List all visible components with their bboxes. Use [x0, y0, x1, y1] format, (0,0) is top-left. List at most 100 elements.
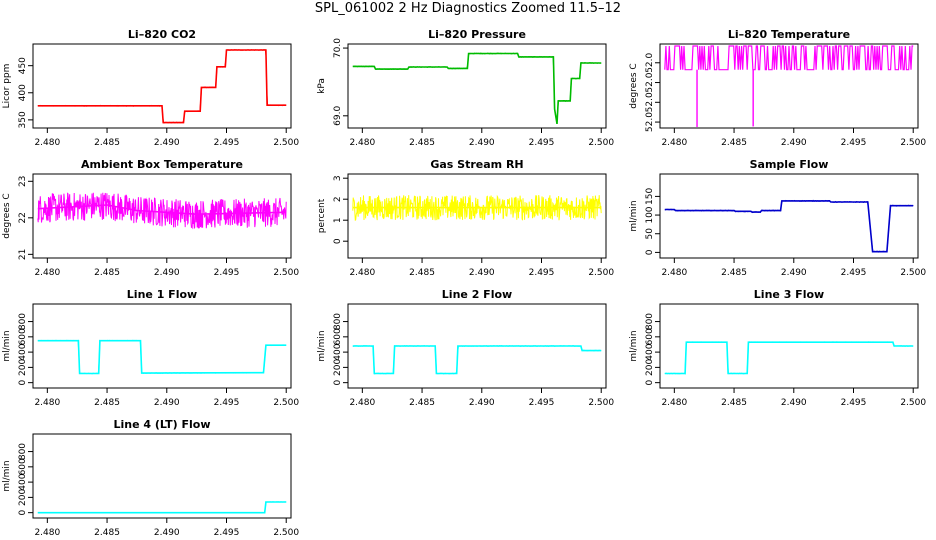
y-axis-label: Licor ppm — [2, 64, 12, 109]
y-tick-label: 2 — [333, 196, 343, 202]
data-step-line — [352, 345, 602, 375]
plot-frame — [659, 173, 919, 259]
y-tick-label: 450 — [18, 57, 28, 74]
y-axis-label: ml/min — [317, 330, 327, 361]
x-tick-label: 2.480 — [661, 398, 687, 408]
y-axis-label: degrees C — [629, 63, 639, 108]
data-step-line — [352, 52, 602, 125]
y-tick-label: 400 — [333, 343, 343, 360]
y-axis-label: ml/min — [2, 330, 12, 361]
data-step-line — [37, 501, 287, 514]
x-tick-label: 2.480 — [34, 138, 60, 148]
plot-data — [352, 52, 602, 125]
data-line — [37, 192, 287, 230]
y-tick-label: 400 — [645, 343, 655, 360]
x-tick-label: 2.500 — [588, 138, 614, 148]
panel-1: Li–820 CO2 Licor ppm 2.480 2.485 2.490 2.495 2… — [2, 28, 299, 148]
data-step-line — [37, 339, 287, 375]
x-tick-label: 2.490 — [469, 398, 495, 408]
x-tick-label: 2.485 — [721, 268, 747, 278]
y-tick-label: 52.0 — [645, 52, 655, 72]
panel-3: Li–820 Temperature degrees C 2.480 2.485 2.4… — [629, 28, 926, 148]
y-tick-label: 200 — [333, 359, 343, 376]
y-axis-label: ml/min — [629, 200, 639, 231]
y-tick-label: 600 — [333, 328, 343, 345]
plot-data — [664, 45, 914, 127]
y-tick-label: 400 — [18, 84, 28, 101]
x-tick-label: 2.495 — [214, 138, 240, 148]
figure-title: SPL_061002 2 Hz Diagnostics Zoomed 11.5–… — [314, 1, 622, 16]
x-tick-label: 2.480 — [34, 268, 60, 278]
y-tick-label: 800 — [18, 313, 28, 330]
panel-title: Gas Stream RH — [430, 158, 523, 171]
y-tick-label: 100 — [645, 206, 655, 223]
y-tick-label: 21 — [18, 249, 28, 260]
x-tick-label: 2.495 — [214, 398, 240, 408]
y-tick-label: 3 — [333, 175, 343, 181]
x-tick-label: 2.495 — [841, 398, 867, 408]
x-tick-label: 2.500 — [900, 268, 926, 278]
y-tick-label: 800 — [333, 313, 343, 330]
y-axis-label: ml/min — [629, 330, 639, 361]
x-tick-label: 2.480 — [661, 268, 687, 278]
plot-frame — [347, 303, 607, 389]
x-tick-label: 2.490 — [781, 398, 807, 408]
x-tick-label: 2.480 — [349, 398, 375, 408]
x-tick-label: 2.500 — [900, 398, 926, 408]
data-step-line — [37, 49, 287, 124]
panel-title: Li–820 CO2 — [128, 28, 196, 41]
x-tick-label: 2.490 — [154, 268, 180, 278]
data-line — [664, 45, 914, 71]
y-tick-label: 800 — [18, 443, 28, 460]
panel-title: Li–820 Temperature — [728, 28, 850, 41]
x-tick-label: 2.500 — [900, 138, 926, 148]
panel-title: Li–820 Pressure — [428, 28, 526, 41]
data-step-line — [37, 204, 287, 216]
plot-frame — [659, 43, 919, 129]
y-tick-label: 800 — [645, 313, 655, 330]
y-tick-label: 150 — [645, 188, 655, 205]
plot-frame — [32, 43, 292, 129]
plot-frame — [347, 43, 607, 129]
y-tick-label: 0 — [18, 380, 28, 386]
y-tick-label: 600 — [18, 458, 28, 475]
panel-5: Gas Stream RH percent 2.480 2.485 2.490 2.495… — [317, 158, 614, 278]
data-step-line — [664, 200, 914, 253]
panel-title: Line 2 Flow — [442, 288, 512, 301]
y-axis-label: kPa — [317, 78, 327, 94]
x-tick-label: 2.480 — [661, 138, 687, 148]
x-tick-label: 2.495 — [529, 398, 555, 408]
data-line — [352, 52, 602, 124]
panel-2: Li–820 Pressure kPa 2.480 2.485 2.490 2.495 2.… — [317, 28, 614, 148]
plot-frame — [659, 303, 919, 389]
x-tick-label: 2.480 — [34, 528, 60, 538]
x-tick-label: 2.485 — [94, 528, 120, 538]
x-tick-label: 2.500 — [273, 398, 299, 408]
y-tick-label: 600 — [645, 328, 655, 345]
x-tick-label: 2.490 — [154, 398, 180, 408]
x-tick-label: 2.485 — [94, 268, 120, 278]
x-tick-label: 2.480 — [34, 398, 60, 408]
y-tick-label: 52.0 — [645, 92, 655, 112]
x-tick-label: 2.500 — [588, 268, 614, 278]
y-tick-label: 400 — [18, 343, 28, 360]
x-tick-label: 2.485 — [409, 398, 435, 408]
panel-7: Line 1 Flow ml/min 2.480 2.485 2.490 2.495 2.5… — [2, 288, 299, 408]
x-tick-label: 2.490 — [154, 138, 180, 148]
x-tick-label: 2.480 — [349, 268, 375, 278]
x-tick-label: 2.495 — [529, 268, 555, 278]
data-line — [664, 199, 914, 253]
y-axis-label: percent — [317, 198, 327, 233]
x-tick-label: 2.500 — [273, 268, 299, 278]
x-tick-label: 2.500 — [588, 398, 614, 408]
y-tick-label: 22 — [18, 212, 28, 223]
x-tick-label: 2.485 — [94, 398, 120, 408]
plot-data — [352, 194, 602, 222]
y-tick-label: 50 — [645, 228, 655, 240]
x-tick-label: 2.490 — [781, 138, 807, 148]
y-tick-label: 70.0 — [333, 38, 343, 58]
panel-10: Line 4 (LT) Flow ml/min 2.480 2.485 2.490 2.4… — [2, 418, 299, 538]
data-line — [352, 344, 602, 375]
x-tick-label: 2.485 — [409, 138, 435, 148]
plot-data — [37, 339, 287, 375]
